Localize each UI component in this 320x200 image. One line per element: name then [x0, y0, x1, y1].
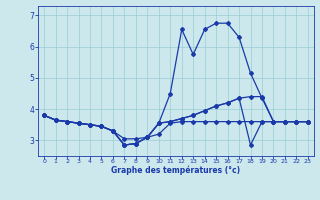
X-axis label: Graphe des températures (°c): Graphe des températures (°c)	[111, 166, 241, 175]
